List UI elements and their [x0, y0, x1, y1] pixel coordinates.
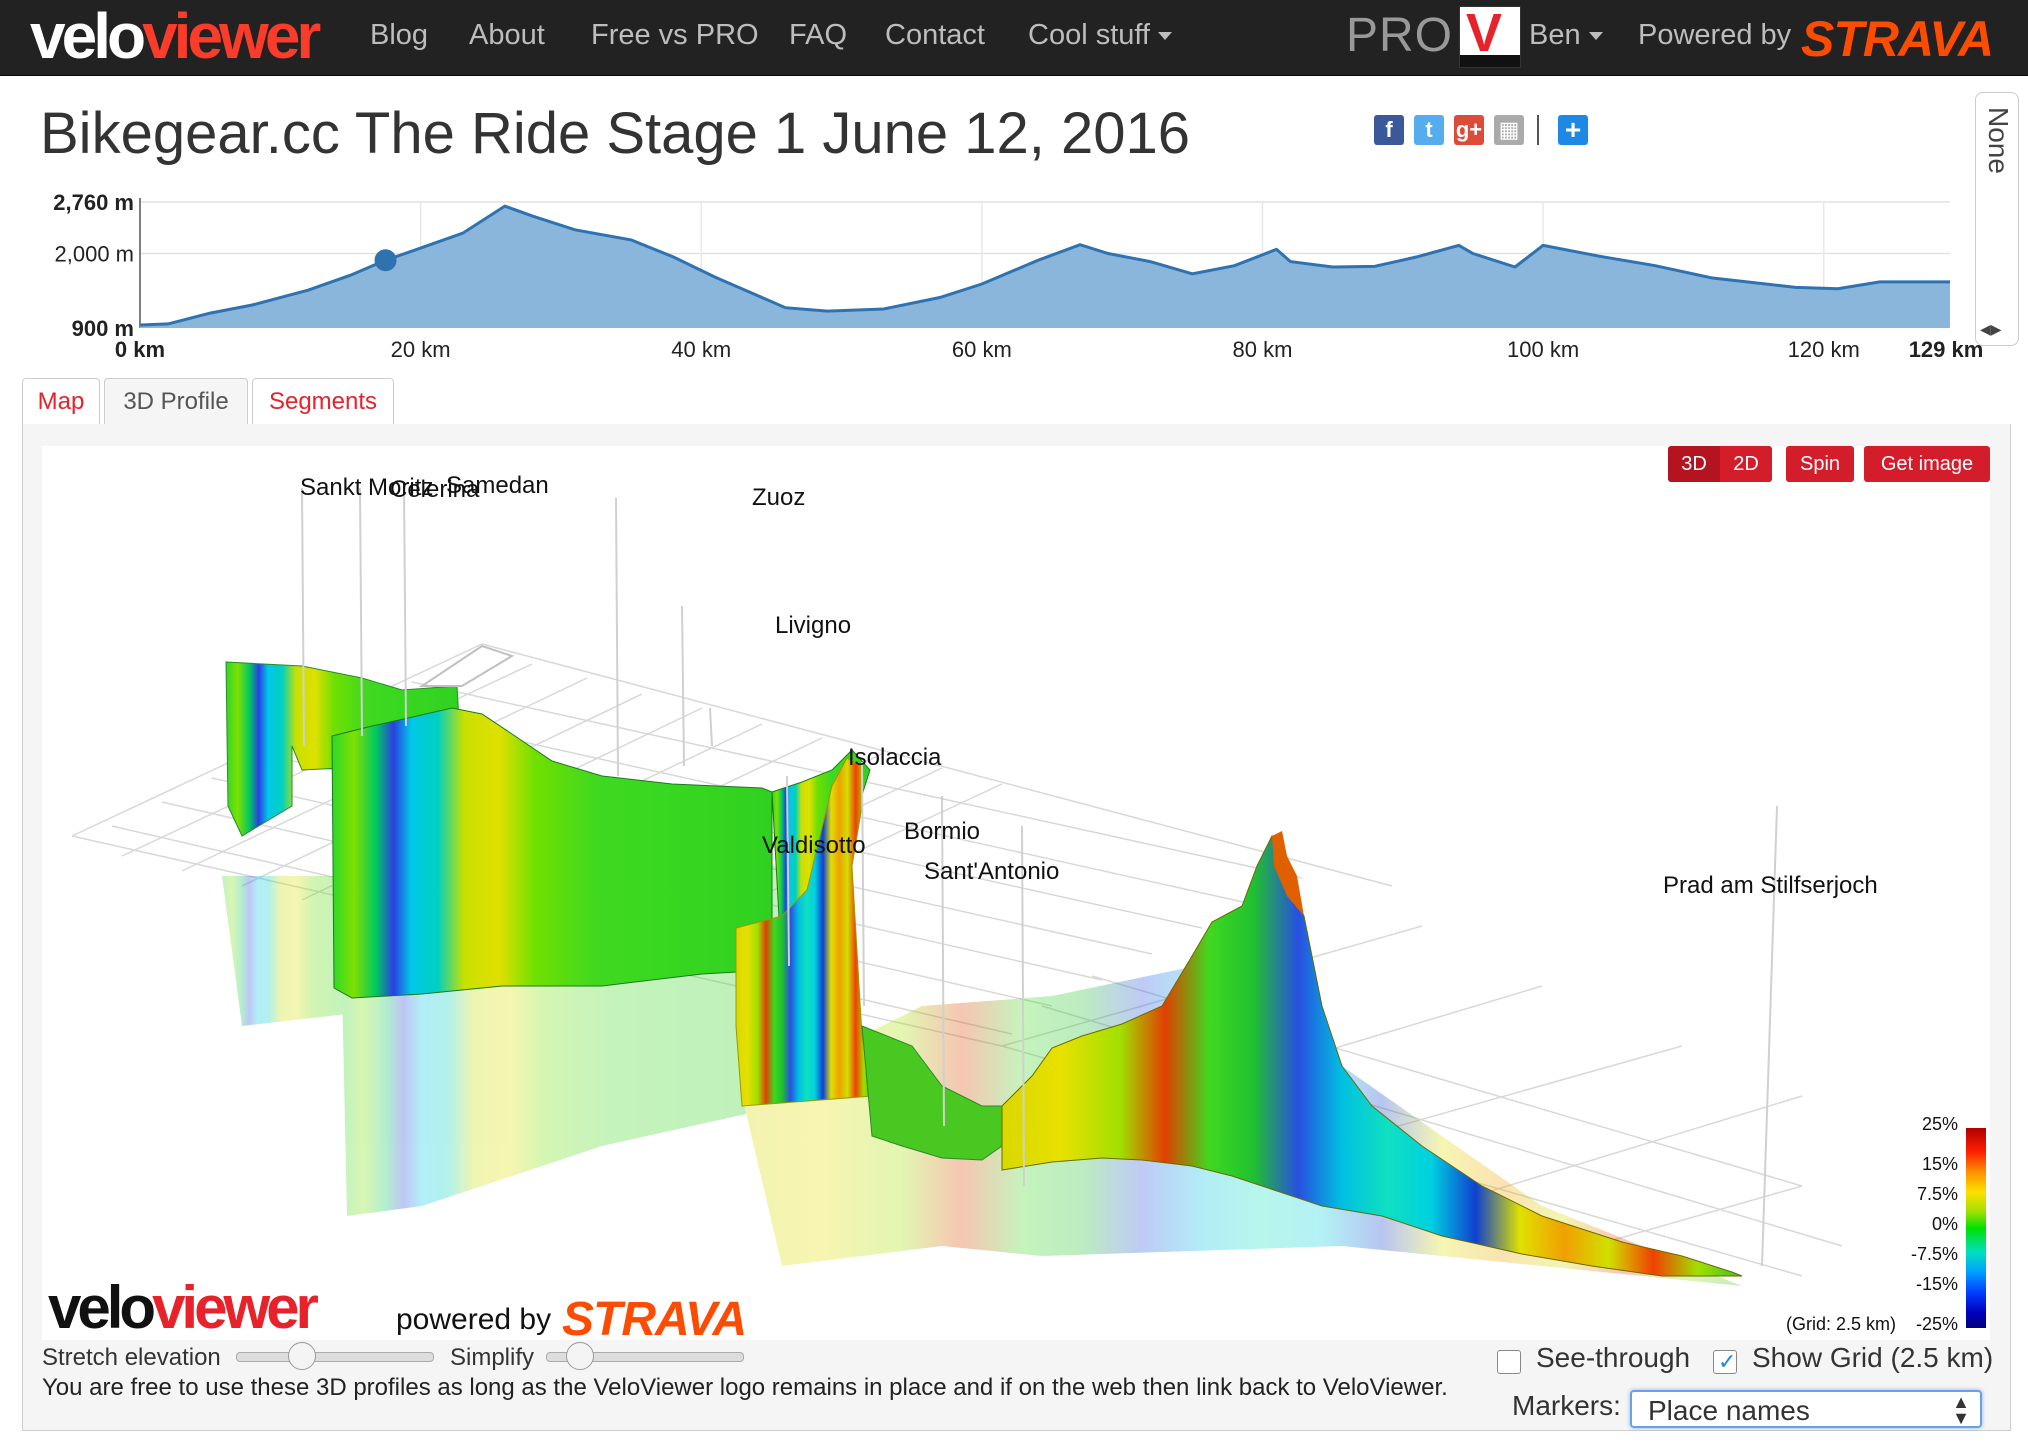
twitter-share-icon[interactable]: t: [1414, 115, 1444, 145]
spin-button[interactable]: Spin: [1786, 446, 1854, 482]
tab-segments[interactable]: Segments: [252, 378, 394, 425]
stretch-elevation-slider[interactable]: [236, 1352, 434, 1362]
place-label-sant-antonio: Sant'Antonio: [924, 858, 1060, 885]
facebook-share-icon[interactable]: f: [1374, 115, 1404, 145]
chevron-down-icon: [1588, 32, 1603, 41]
elevation-x-tick: 20 km: [391, 337, 451, 362]
powered-by-label: Powered by: [1638, 19, 1792, 51]
nav-contact[interactable]: Contact: [885, 19, 985, 51]
nav-cool-stuff[interactable]: Cool stuff: [1028, 15, 1172, 55]
google-plus-share-icon[interactable]: g+: [1454, 115, 1484, 145]
markers-select-value: Place names: [1648, 1395, 1810, 1426]
nav-about[interactable]: About: [469, 19, 545, 51]
pro-badge-icon: V: [1459, 5, 1521, 68]
powered-by-label: powered by: [396, 1303, 552, 1336]
place-label-sankt-moritz: Sankt Moritz: [300, 474, 434, 501]
show-grid-label: Show Grid (2.5 km): [1752, 1342, 1994, 1373]
logo-velo: velo: [30, 0, 146, 72]
place-pins: [301, 485, 1778, 1267]
place-label-celerina: Celerina: [390, 476, 480, 503]
simplify-label: Simplify: [450, 1344, 535, 1371]
elevation-y-tick: 2,000 m: [55, 241, 135, 266]
strava-logo[interactable]: STRAVA: [1801, 11, 1994, 67]
place-label-samedan: Samedan: [446, 472, 549, 499]
legend-tick: 0%: [1931, 1214, 1958, 1234]
stretch-elevation-label: Stretch elevation: [42, 1344, 221, 1371]
elevation-y-tick: 900 m: [72, 316, 134, 341]
user-menu[interactable]: Ben: [1529, 15, 1603, 55]
north-arrow-icon: [418, 644, 515, 687]
veloviewer-bottom-logo: veloviewer: [48, 1278, 319, 1338]
simplify-slider[interactable]: [546, 1352, 744, 1362]
logo-velo: velo: [48, 1274, 156, 1341]
elevation-line: [139, 204, 1950, 327]
add-share-icon[interactable]: +: [1558, 115, 1588, 145]
place-label-bormio: Bormio: [904, 818, 981, 845]
grid-note: (Grid: 2.5 km): [1786, 1314, 1897, 1334]
nav-cool-stuff-label: Cool stuff: [1028, 19, 1150, 51]
navbar: veloviewer Blog About Free vs PRO FAQ Co…: [0, 0, 2028, 76]
legend-tick: -7.5%: [1910, 1244, 1958, 1264]
place-label-zuoz: Zuoz: [752, 484, 806, 511]
elevation-position-marker[interactable]: [374, 249, 397, 272]
place-label-isolaccia: Isolaccia: [848, 744, 942, 771]
share-divider: [1537, 115, 1539, 145]
elevation-x-tick: 120 km: [1788, 337, 1860, 362]
legend-tick: 15%: [1921, 1154, 1958, 1174]
markers-label: Markers:: [1512, 1390, 1621, 1421]
see-through-label: See-through: [1536, 1342, 1691, 1373]
elevation-area: [140, 206, 1950, 328]
elevation-y-tick: 2,760 m: [53, 190, 134, 215]
3d-profile-viewport[interactable]: [42, 446, 1990, 1340]
view-2d-button[interactable]: 2D: [1720, 446, 1772, 482]
legend-tick: -15%: [1915, 1274, 1958, 1294]
view-3d-button[interactable]: 3D: [1668, 446, 1720, 482]
legend-tick: 7.5%: [1916, 1184, 1958, 1204]
nav-faq[interactable]: FAQ: [789, 19, 848, 51]
side-tab-label: None: [1983, 107, 2014, 174]
elevation-x-tick: 80 km: [1233, 337, 1293, 362]
legend-tick: -25%: [1915, 1314, 1958, 1334]
simplify-handle[interactable]: [566, 1342, 594, 1370]
show-grid-checkbox[interactable]: ✓: [1713, 1349, 1737, 1374]
strava-bottom-logo: STRAVA: [562, 1293, 747, 1346]
nav-blog[interactable]: Blog: [370, 19, 429, 51]
place-label-valdisotto: Valdisotto: [762, 832, 866, 859]
place-label-livigno: Livigno: [775, 612, 852, 639]
chevron-down-icon: [1157, 32, 1172, 41]
nav-free-vs-pro[interactable]: Free vs PRO: [591, 19, 759, 51]
see-through-checkbox[interactable]: [1497, 1350, 1521, 1374]
elevation-x-tick: 0 km: [115, 337, 165, 362]
elevation-x-tick: 100 km: [1507, 337, 1579, 362]
user-name: Ben: [1529, 19, 1581, 51]
usage-notice: You are free to use these 3D profiles as…: [42, 1374, 1448, 1401]
elevation-x-tick: 60 km: [952, 337, 1012, 362]
place-label-prad-am-stilfserjoch: Prad am Stilfserjoch: [1663, 872, 1878, 899]
expand-arrows-icon: ◀▶: [1980, 321, 2002, 337]
markers-select[interactable]: Place names ▲ ▼: [1630, 1390, 1982, 1428]
gradient-legend: [1966, 1128, 1986, 1328]
get-image-button[interactable]: Get image: [1864, 446, 1990, 482]
stretch-elevation-handle[interactable]: [288, 1342, 316, 1370]
tab-3d-profile[interactable]: 3D Profile: [104, 378, 248, 425]
elevation-x-tick: 129 km: [1909, 337, 1984, 362]
side-panel-tab[interactable]: None ◀▶: [1975, 92, 2019, 346]
veloviewer-logo[interactable]: veloviewer: [30, 4, 321, 68]
logo-viewer: viewer: [142, 0, 321, 72]
pro-label: PRO: [1346, 9, 1454, 62]
logo-viewer: viewer: [152, 1274, 319, 1341]
elevation-chart[interactable]: 2,760 m 2,000 m 900 m 0 km 20 km 40 km 60 km 8…: [0, 180, 2028, 370]
tab-map[interactable]: Map: [22, 378, 100, 425]
checkmark-icon: ✓: [1718, 1349, 1737, 1374]
page-title: Bikegear.cc The Ride Stage 1 June 12, 20…: [40, 101, 1191, 166]
share-grid-icon[interactable]: ▦: [1494, 115, 1524, 145]
select-arrows-icon: ▲ ▼: [1952, 1392, 1970, 1428]
legend-tick: 25%: [1921, 1114, 1958, 1134]
elevation-x-tick: 40 km: [671, 337, 731, 362]
